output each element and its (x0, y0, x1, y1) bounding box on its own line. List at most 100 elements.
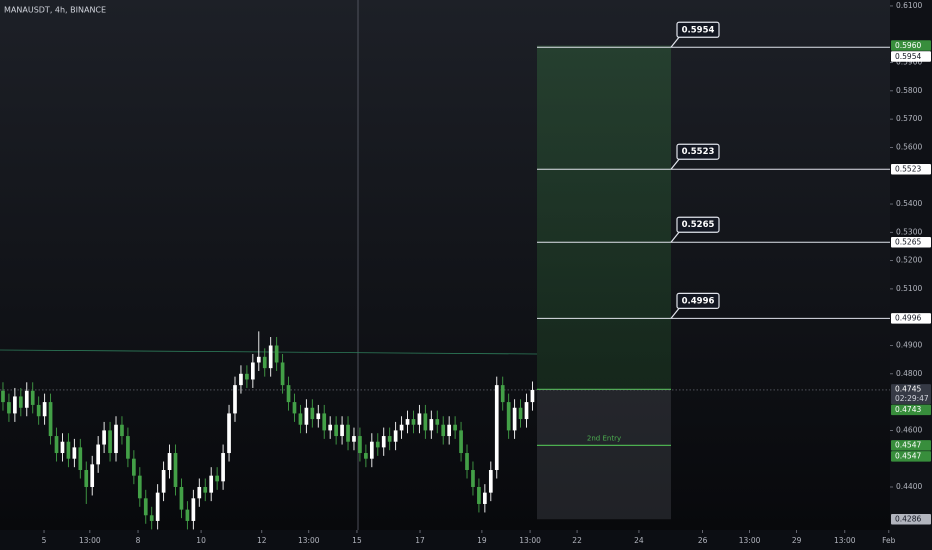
price-badge-label: 0.4547 (895, 452, 921, 461)
candle-body (447, 424, 452, 437)
candle-body (310, 407, 315, 420)
callout-box (676, 292, 720, 309)
y-tick-label: 0.4600 (896, 425, 922, 434)
candle-body (256, 356, 261, 363)
candle-body (304, 407, 309, 425)
candle-body (185, 509, 190, 521)
candle-body (453, 424, 457, 431)
candle-body (30, 390, 35, 405)
callout-pointer (670, 36, 680, 48)
stop-zone (537, 389, 671, 520)
candle-body (191, 498, 196, 521)
candle-body (132, 458, 136, 476)
candle-body (393, 430, 398, 442)
candle-body (346, 424, 350, 442)
candle-body (530, 389, 535, 403)
price-badge-label: 0.4745 (895, 385, 921, 394)
trend-line (0, 349, 538, 355)
price-badge (891, 384, 931, 405)
y-tick-label: 0.5200 (896, 256, 922, 265)
candle-body (364, 453, 368, 459)
x-tick-label: 13:00 (79, 536, 101, 545)
x-tick-label: 17 (415, 536, 425, 545)
candle-body (221, 453, 225, 482)
candle-body (524, 402, 529, 420)
candle-body (36, 404, 41, 417)
candle-body (24, 390, 29, 408)
price-badge-label: 0.4547 (895, 441, 921, 450)
price-badge (891, 163, 931, 175)
candle-body (488, 470, 493, 493)
candle-body (494, 385, 499, 471)
candle-body (500, 385, 505, 403)
y-tick-label: 0.4900 (896, 341, 922, 350)
callout-text: 0.5954 (682, 25, 715, 35)
candle-body (120, 424, 124, 437)
candle-body (506, 402, 511, 431)
candle-body (215, 475, 219, 482)
candle-body (1, 390, 5, 403)
candle-body (381, 436, 386, 448)
profit-zone (537, 45, 671, 390)
callout-pointer (670, 231, 680, 243)
price-badge-label: 0.4743 (895, 405, 921, 414)
candle-body (137, 475, 142, 499)
time-axis (0, 530, 890, 550)
candle-body (423, 413, 428, 431)
candle-body (245, 373, 249, 380)
candle-body (143, 498, 148, 516)
x-tick-label: 13:00 (834, 536, 856, 545)
candle-body (352, 436, 356, 442)
candle-body (239, 373, 243, 386)
y-tick-label: 0.6100 (896, 1, 922, 10)
candle-body (227, 413, 231, 454)
countdown: 02:29:47 (895, 394, 929, 403)
second-entry-label: 2nd Entry (587, 434, 621, 442)
x-tick-label: Feb (882, 536, 896, 545)
candle-body (411, 419, 416, 425)
candle-body (459, 430, 463, 454)
candle-body (7, 402, 11, 414)
callout-text: 0.5265 (682, 220, 715, 230)
candle-body (340, 424, 344, 437)
candle-body (441, 424, 446, 437)
callout-box (676, 21, 720, 38)
candle-body (417, 413, 422, 425)
candle-body (149, 515, 154, 521)
candle-body (471, 470, 475, 487)
price-badge-label: 0.5523 (895, 164, 921, 173)
candle-body (435, 419, 440, 425)
price-badge-label: 0.5954 (895, 52, 921, 61)
callout-pointer (670, 307, 680, 319)
candle-body (114, 424, 118, 454)
candle-body (42, 402, 47, 417)
y-tick-label: 0.5100 (896, 284, 922, 293)
candle-body (280, 362, 285, 386)
price-badge (891, 236, 931, 248)
candle-body (72, 447, 77, 459)
candle-body (167, 453, 172, 471)
y-tick-label: 0.4800 (896, 369, 922, 378)
candle-body (298, 413, 303, 425)
price-badge (891, 440, 931, 451)
price-badge-label: 0.5265 (895, 237, 921, 246)
candle-body (60, 441, 65, 454)
candle-body (173, 453, 178, 487)
x-tick-label: 13:00 (298, 536, 320, 545)
y-tick-label: 0.5300 (896, 227, 922, 236)
candle-body (84, 470, 89, 487)
candle-body (155, 492, 160, 521)
x-tick-label: 5 (42, 536, 47, 545)
callout-pointer (670, 158, 680, 170)
candle-body (197, 486, 202, 499)
candle-body (375, 441, 380, 448)
candle-body (78, 447, 83, 471)
y-tick-label: 0.5700 (896, 114, 922, 123)
candle-body (286, 385, 291, 403)
candle-body (512, 407, 517, 431)
x-tick-label: 15 (352, 536, 362, 545)
candle-body (262, 356, 267, 369)
candle-body (108, 430, 112, 454)
